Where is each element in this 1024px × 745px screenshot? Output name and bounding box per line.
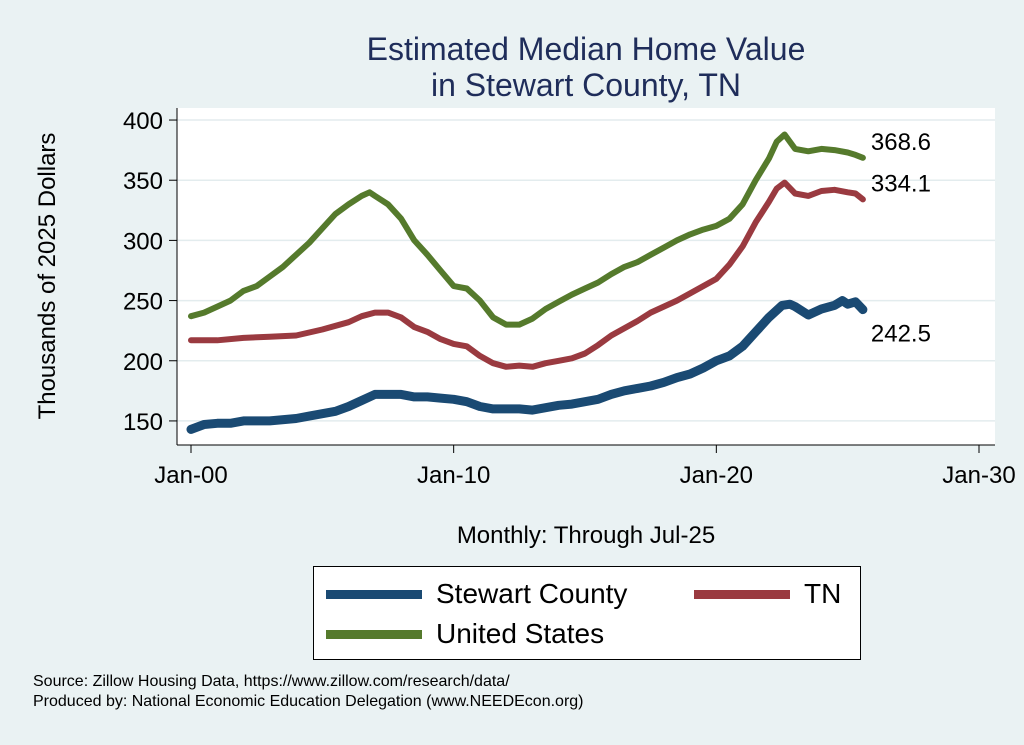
legend-swatch-united-states xyxy=(326,629,422,639)
series-line-united-states xyxy=(188,131,866,328)
legend-item-united-states: United States xyxy=(326,618,604,650)
legend-item-tn: TN xyxy=(694,578,841,610)
produced-by-note: Produced by: National Economic Education… xyxy=(33,693,584,710)
series-lines xyxy=(186,131,868,434)
legend-swatch-tn xyxy=(694,589,790,599)
gridlines xyxy=(177,119,995,422)
end-label-tn: 334.1 xyxy=(871,170,931,197)
y-tick-label-150: 150 xyxy=(123,409,163,436)
y-tick-label-350: 350 xyxy=(123,168,163,195)
source-note: Source: Zillow Housing Data, https://www… xyxy=(33,673,510,690)
plot-area xyxy=(177,108,995,445)
end-labels: 242.5 334.1 368.6 xyxy=(871,129,931,348)
end-label-united-states: 368.6 xyxy=(871,129,931,156)
x-axis-ticks: Jan-00 Jan-10 Jan-20 Jan-30 xyxy=(154,445,1016,489)
end-label-stewart-county: 242.5 xyxy=(871,321,931,348)
x-tick-label-Jan-10: Jan-10 xyxy=(417,462,490,489)
series-line-stewart-county xyxy=(186,296,868,434)
series-line-tn xyxy=(188,179,866,370)
y-tick-label-300: 300 xyxy=(123,228,163,255)
x-axis-label: Monthly: Through Jul-25 xyxy=(457,522,715,549)
x-tick-label-Jan-30: Jan-30 xyxy=(942,462,1015,489)
y-tick-label-400: 400 xyxy=(123,108,163,135)
x-tick-label-Jan-20: Jan-20 xyxy=(680,462,753,489)
y-tick-label-250: 250 xyxy=(123,289,163,316)
x-tick-label-Jan-00: Jan-00 xyxy=(154,462,227,489)
chart-title-line-1: Estimated Median Home Value xyxy=(367,31,806,67)
legend: Stewart County TN United States xyxy=(313,566,861,660)
legend-label-stewart-county: Stewart County xyxy=(436,578,628,609)
legend-item-stewart-county: Stewart County xyxy=(326,578,627,610)
legend-swatch-stewart-county xyxy=(326,589,422,599)
y-axis-ticks: 150 200 250 300 350 400 xyxy=(123,108,177,436)
chart-title-line-2: in Stewart County, TN xyxy=(431,67,741,103)
legend-label-tn: TN xyxy=(804,578,842,609)
legend-label-united-states: United States xyxy=(436,618,605,649)
y-tick-label-200: 200 xyxy=(123,349,163,376)
y-axis-label: Thousands of 2025 Dollars xyxy=(34,133,61,420)
